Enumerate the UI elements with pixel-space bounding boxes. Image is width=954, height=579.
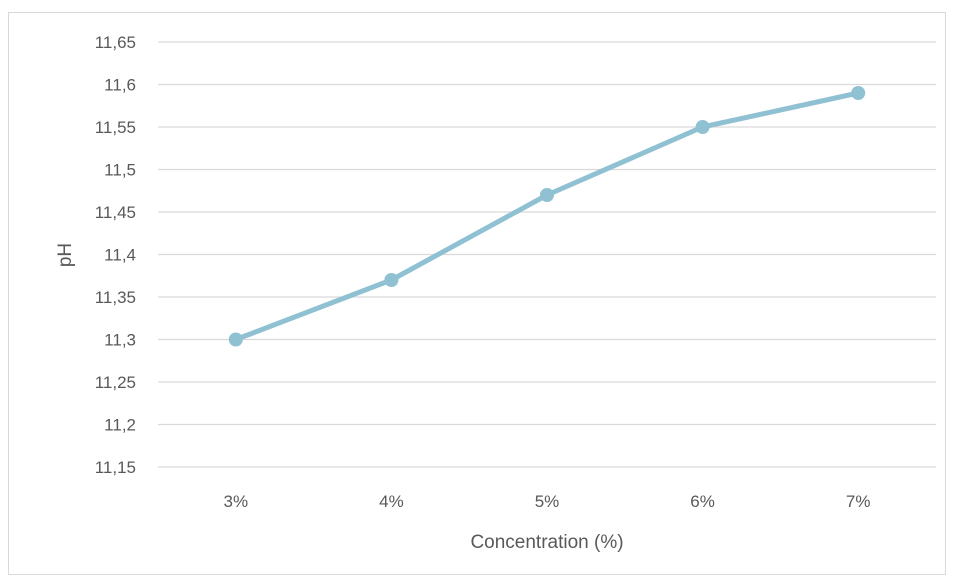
data-point: [540, 188, 554, 202]
x-tick-label: 6%: [690, 492, 715, 511]
y-tick-label: 11,55: [95, 118, 136, 137]
x-tick-label: 3%: [224, 492, 249, 511]
y-tick-label: 11,4: [104, 246, 136, 265]
x-tick-label: 5%: [535, 492, 560, 511]
x-axis-title: Concentration (%): [470, 532, 623, 553]
series-group: [228, 86, 866, 347]
y-tick-label: 11,5: [104, 161, 136, 180]
y-axis-title: pH: [55, 243, 76, 267]
x-tick-label: 4%: [379, 492, 404, 511]
x-tick-label: 7%: [846, 492, 871, 511]
y-tick-label: 11,2: [104, 416, 136, 435]
y-tick-label: 11,25: [95, 373, 136, 392]
data-point: [228, 332, 243, 347]
y-tick-label: 11,65: [95, 33, 136, 52]
x-axis-ticks: 3% 4% 5% 6% 7%: [224, 492, 871, 511]
data-point: [384, 273, 399, 287]
series-line: [233, 90, 861, 342]
y-tick-label: 11,45: [95, 203, 136, 222]
y-axis-ticks: 11,15 11,2 11,25 11,3 11,35 11,4 11,45 11,5 11,5…: [95, 33, 136, 477]
data-point: [695, 120, 710, 134]
y-tick-label: 11,6: [104, 76, 136, 95]
y-tick-label: 11,15: [95, 458, 136, 477]
grid-lines: [158, 41, 936, 468]
y-tick-label: 11,35: [95, 288, 136, 307]
y-tick-label: 11,3: [104, 331, 136, 350]
data-point: [851, 86, 866, 100]
